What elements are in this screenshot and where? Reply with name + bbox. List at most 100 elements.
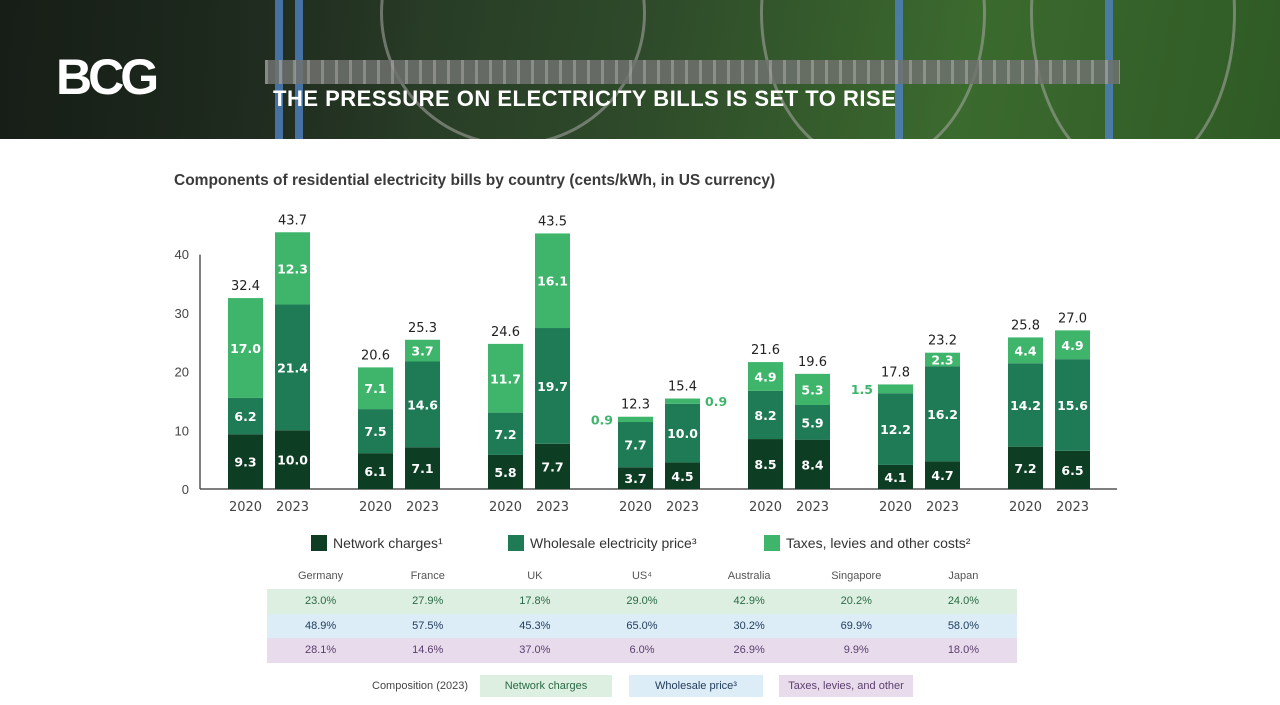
- y-tick-label: 30: [175, 306, 189, 321]
- total-label: 17.8: [881, 365, 910, 380]
- data-label: 7.2: [494, 427, 516, 442]
- legend-label: Wholesale electricity price³: [530, 535, 697, 551]
- country-header: Germany: [297, 570, 344, 582]
- chart-legend: Network charges¹ Wholesale electricity p…: [0, 535, 1280, 555]
- x-tick-label: 2020: [489, 500, 522, 515]
- data-label: 7.7: [541, 459, 563, 474]
- bar-segment-wholesale: [795, 404, 830, 440]
- composition-table: Germany France UK US⁴ Australia Singapor…: [267, 565, 1017, 663]
- bar-segment-wholesale: [488, 412, 523, 455]
- data-label: 2.3: [931, 352, 953, 367]
- legend-swatch-taxes: [764, 535, 780, 551]
- data-label: 8.5: [754, 457, 776, 472]
- data-label: 4.9: [1061, 338, 1083, 353]
- table-cell: 57.5%: [412, 619, 444, 632]
- data-label: 16.1: [537, 274, 568, 289]
- table-cell: 9.9%: [843, 644, 869, 657]
- y-tick-label: 0: [182, 482, 189, 497]
- y-tick-label: 10: [175, 423, 189, 438]
- bar-segment-network: [488, 454, 523, 489]
- y-tick-label: 20: [175, 365, 189, 380]
- bcg-logo: BCG: [56, 49, 159, 105]
- legend-item-network: Network charges¹: [311, 535, 443, 551]
- bar-segment-network: [665, 462, 700, 489]
- x-tick-label: 2020: [619, 500, 652, 515]
- table-cell: 45.3%: [519, 619, 551, 632]
- data-label: 5.9: [801, 415, 823, 430]
- legend-item-taxes: Taxes, levies and other costs²: [764, 535, 970, 551]
- bar-segment-network: [618, 467, 653, 489]
- table-cell: 18.0%: [947, 644, 980, 657]
- table-cell: 14.6%: [412, 644, 444, 657]
- table-cell: 30.2%: [733, 619, 765, 632]
- x-tick-label: 2020: [359, 500, 392, 515]
- data-label: 10.0: [667, 426, 698, 441]
- bar-segment-network: [228, 434, 263, 489]
- country-header: Japan: [948, 570, 979, 582]
- x-tick-label: 2023: [276, 500, 309, 515]
- bar-segment-network: [1008, 446, 1043, 489]
- composition-header-row: Germany France UK US⁴ Australia Singapor…: [267, 565, 1017, 587]
- total-label: 25.3: [408, 321, 437, 336]
- bar-segment-network: [748, 439, 783, 489]
- data-label: 12.3: [277, 261, 308, 276]
- total-label: 21.6: [751, 343, 780, 358]
- data-label: 14.2: [1010, 398, 1041, 413]
- legend-swatch-wholesale: [508, 535, 524, 551]
- bar-segment-taxes: [275, 232, 310, 305]
- data-label: 4.7: [931, 468, 953, 483]
- composition-legend-title: Composition (2023): [372, 680, 468, 692]
- table-cell: 24.0%: [947, 595, 980, 608]
- page-headline: THE PRESSURE ON ELECTRICITY BILLS IS SET…: [273, 86, 897, 111]
- composition-legend-wholesale: Wholesale price³: [629, 675, 763, 697]
- total-label: 27.0: [1058, 311, 1087, 326]
- bar-segment-wholesale: [405, 361, 440, 448]
- table-cell: 37.0%: [519, 644, 551, 657]
- table-cell: 20.2%: [840, 595, 872, 608]
- x-tick-label: 2020: [879, 500, 912, 515]
- country-header: France: [410, 570, 445, 582]
- x-tick-label: 2023: [406, 500, 439, 515]
- bar-segment-taxes: [1008, 337, 1043, 364]
- total-label: 23.2: [928, 334, 957, 349]
- x-tick-label: 2020: [749, 500, 782, 515]
- chart-title: Components of residential electricity bi…: [174, 172, 776, 189]
- x-tick-label: 2023: [926, 500, 959, 515]
- bar-segment-taxes: [748, 362, 783, 391]
- composition-row-network: 23.0% 27.9% 17.8% 29.0% 42.9% 20.2% 24.0…: [267, 589, 1017, 614]
- total-label: 25.8: [1011, 318, 1040, 333]
- data-label: 21.4: [277, 360, 308, 375]
- total-label: 43.7: [278, 213, 307, 228]
- bar-segment-wholesale: [275, 304, 310, 431]
- data-label: 6.5: [1061, 463, 1083, 478]
- bar-segment-wholesale: [878, 393, 913, 465]
- y-tick-label: 40: [175, 247, 189, 262]
- data-label: 3.7: [411, 344, 433, 359]
- bar-segment-taxes: [1055, 330, 1090, 360]
- total-label: 32.4: [231, 279, 260, 294]
- bar-segment-wholesale: [1008, 363, 1043, 447]
- data-label: 5.3: [801, 382, 823, 397]
- data-label: 7.5: [364, 424, 386, 439]
- data-label: 11.7: [490, 371, 521, 386]
- data-label: 19.7: [537, 379, 568, 394]
- bar-segment-wholesale: [665, 403, 700, 463]
- x-tick-label: 2023: [796, 500, 829, 515]
- table-cell: 42.9%: [733, 595, 765, 608]
- data-label-outside: 0.9: [705, 394, 727, 409]
- bar-segment-wholesale: [535, 328, 570, 444]
- x-tick-label: 2023: [666, 500, 699, 515]
- table-cell: 29.0%: [626, 595, 658, 608]
- data-label-outside: 1.5: [851, 382, 873, 397]
- bar-segment-wholesale: [228, 397, 263, 435]
- bar-segment-wholesale: [925, 366, 960, 462]
- bar-segment-network: [535, 443, 570, 489]
- composition-legend-taxes: Taxes, levies, and other: [779, 675, 913, 697]
- total-label: 12.3: [621, 398, 650, 413]
- bar-segment-taxes: [228, 298, 263, 398]
- data-label: 7.1: [411, 461, 433, 476]
- bar-segment-network: [358, 453, 393, 489]
- total-label: 43.5: [538, 214, 567, 229]
- data-label: 7.7: [624, 438, 646, 453]
- header-banner: BCG THE PRESSURE ON ELECTRICITY BILLS IS…: [0, 0, 1280, 139]
